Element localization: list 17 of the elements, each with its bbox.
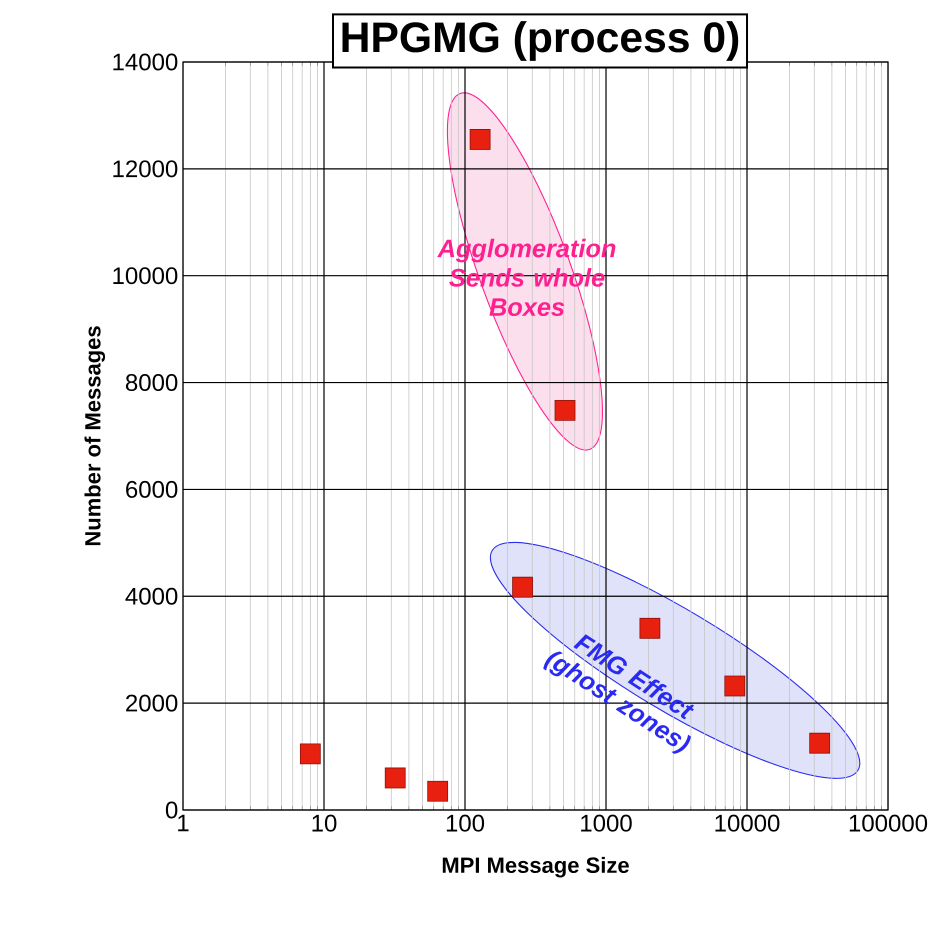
y-tick-label: 14000	[113, 53, 178, 70]
x-tick-label: 1000	[581, 814, 632, 832]
chart-title: HPGMG (process 0)	[342, 21, 738, 61]
y-tick-label: 8000	[126, 374, 178, 392]
y-tick-label: 6000	[126, 480, 178, 498]
y-tick-label: 10000	[113, 267, 178, 284]
x-tick-label: 10	[312, 814, 336, 832]
x-axis-title: MPI Message Size	[442, 856, 629, 878]
x-tick-label: 1	[178, 814, 188, 832]
x-tick-label: 100	[446, 814, 484, 832]
x-tick-label: 100000	[850, 814, 928, 832]
y-tick-label: 12000	[113, 160, 178, 178]
y-tick-label: 0	[166, 801, 178, 818]
y-tick-label: 2000	[126, 694, 178, 712]
x-tick-label: 10000	[715, 814, 780, 832]
y-tick-label: 4000	[125, 588, 178, 605]
y-axis-title: Number of Messages	[84, 326, 106, 546]
